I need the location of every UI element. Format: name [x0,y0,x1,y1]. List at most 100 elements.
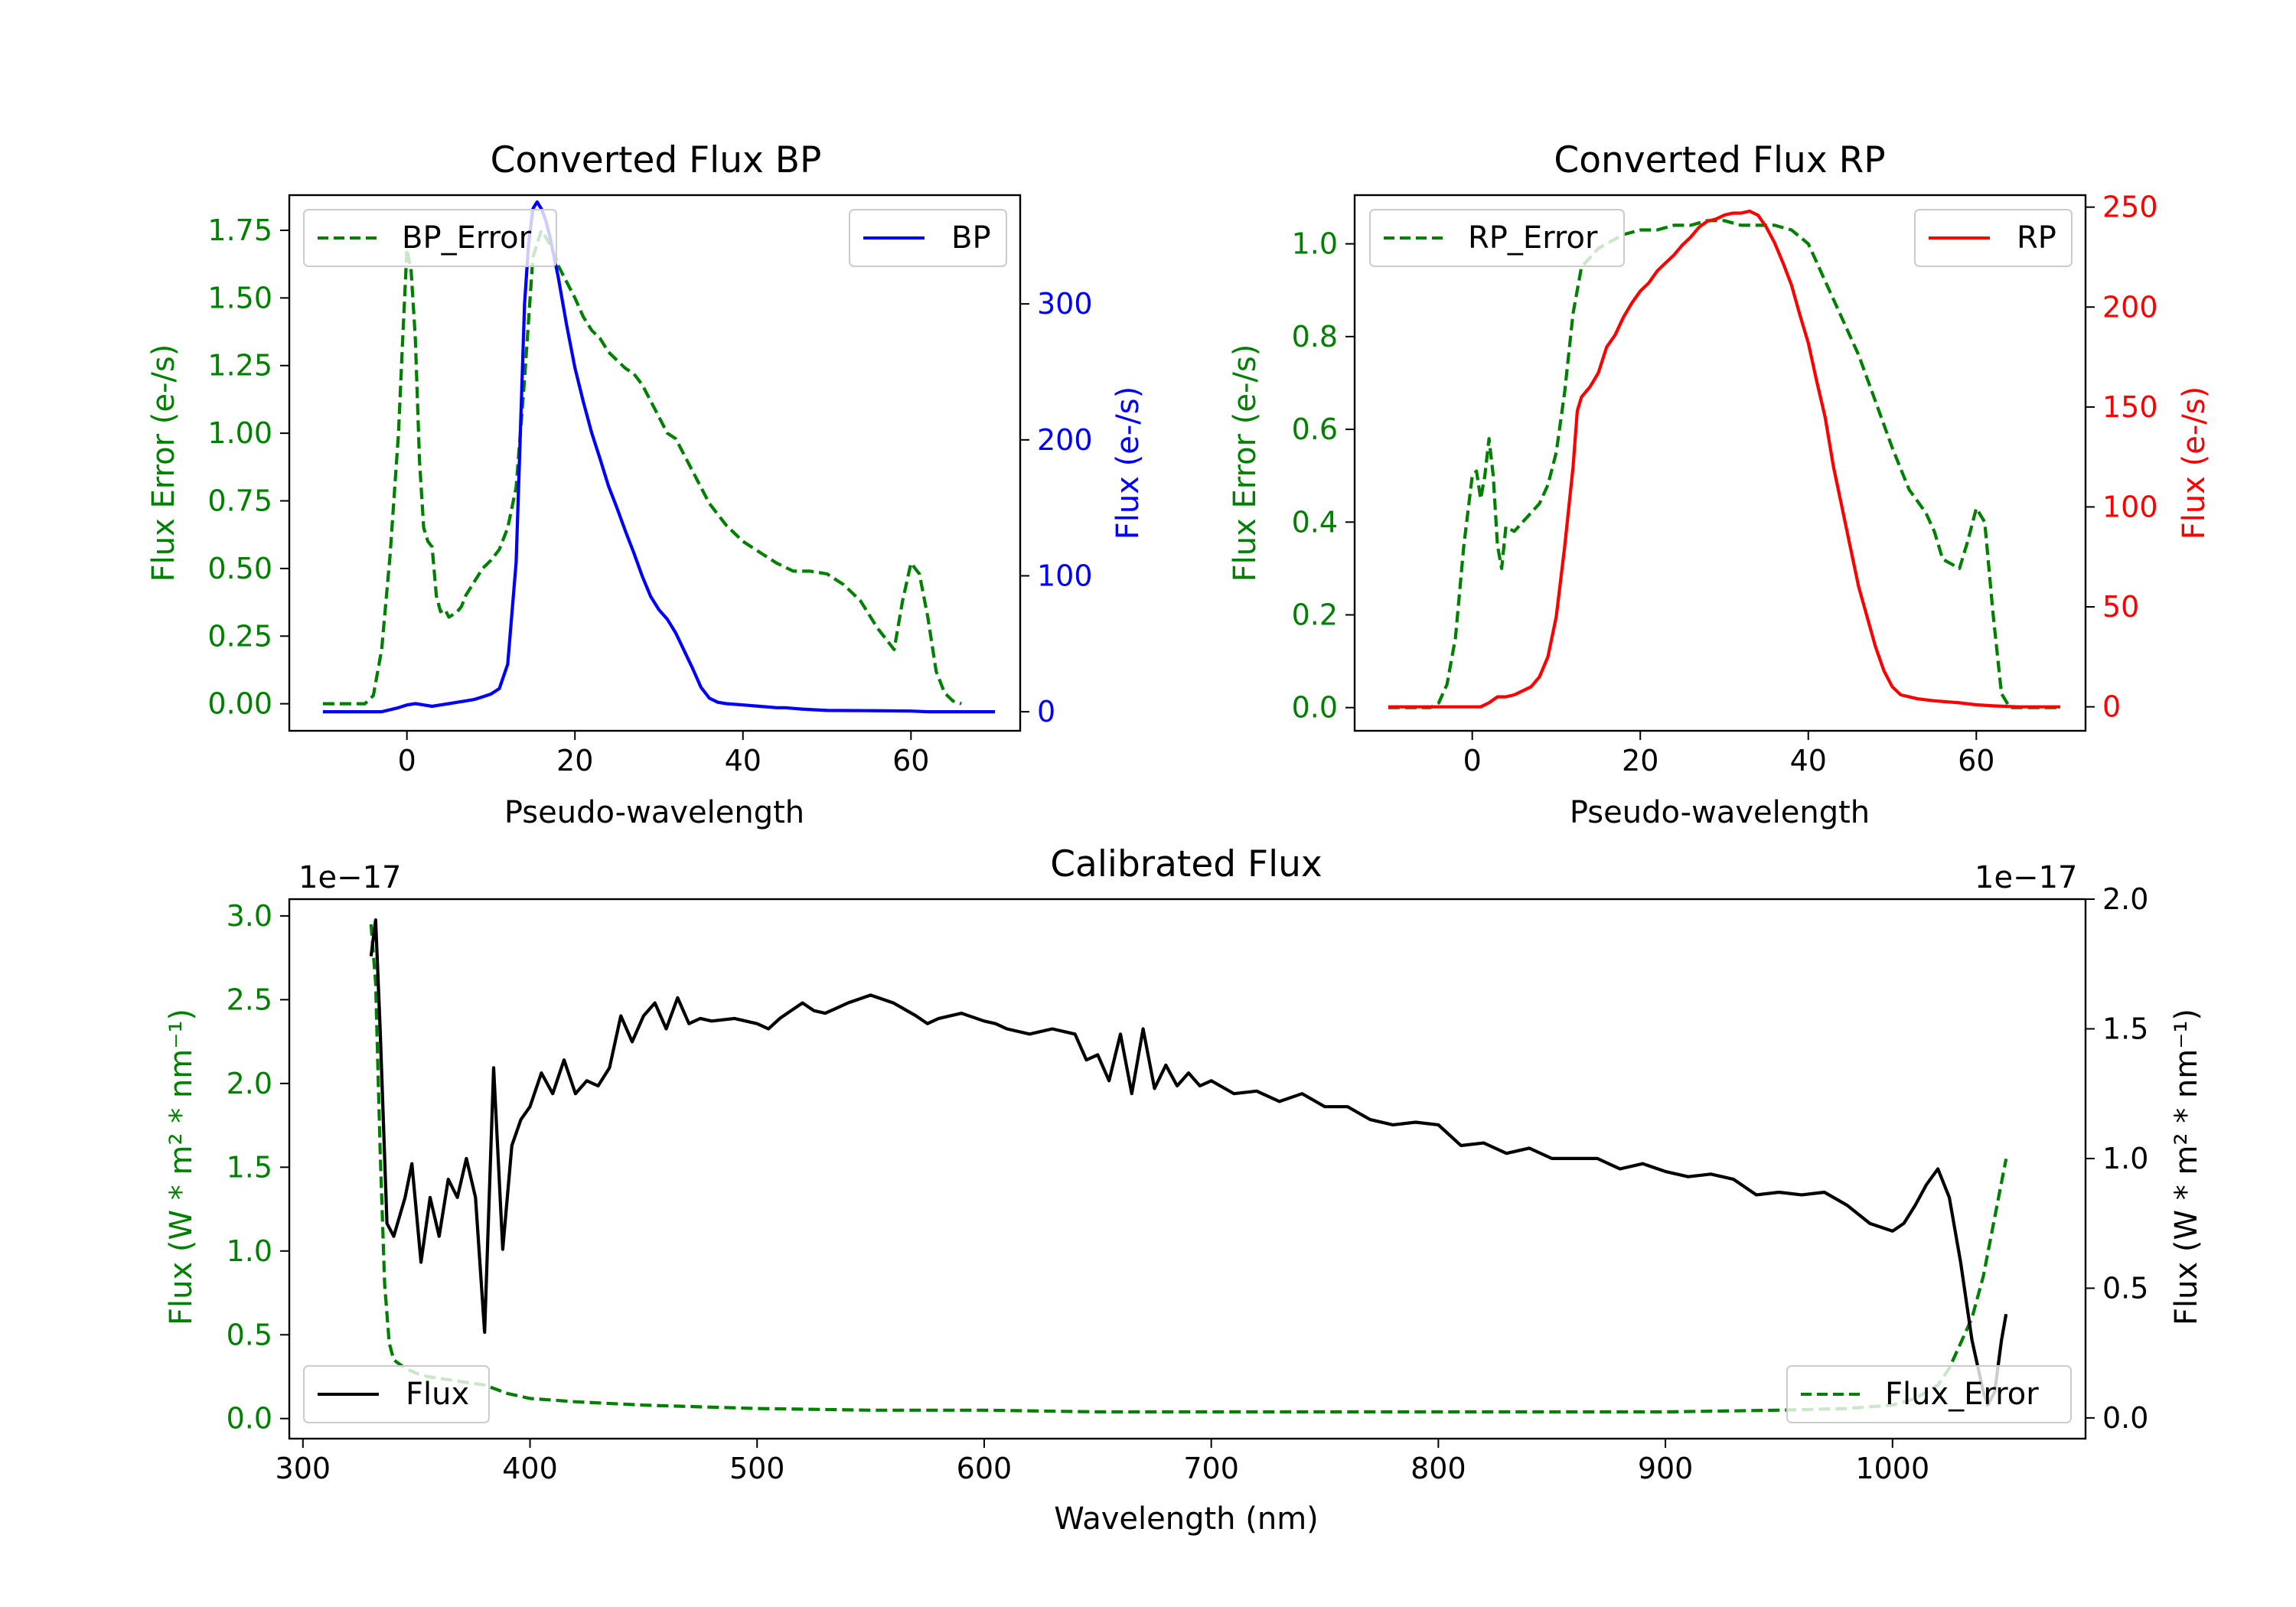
rp-ytick-right-label: 0 [2102,690,2121,724]
bp-title: Converted Flux BP [491,139,822,181]
rp-xtick-label: 40 [1790,744,1827,777]
calibrated-ytick-left-label: 1.5 [227,1150,272,1184]
calibrated-ytick-left-label: 0.0 [227,1402,272,1436]
calibrated-ytick-right-label: 2.0 [2102,882,2148,916]
calibrated-ytick-right-label: 1.0 [2102,1142,2148,1175]
bp-xtick-label: 0 [398,744,416,777]
cal-legend-flux-box [303,1365,490,1423]
cal-ylabel-left: Flux (W * m² * nm⁻¹) [164,1009,199,1325]
rp-ytick-right-label: 100 [2102,490,2158,523]
cal-legend-error-box [1786,1365,2072,1423]
bp-legend-flux: BP [849,209,1007,267]
rp-xtick-label: 60 [1958,744,1994,777]
bp-ytick-left-label: 0.75 [207,484,272,517]
calibrated-series-flux-error [369,924,2008,1414]
rp-xlabel: Pseudo-wavelength [1570,795,1870,830]
rp-series-rp [1388,209,2061,709]
bp-xtick-label: 20 [556,744,593,777]
rp-title: Converted Flux RP [1554,139,1885,181]
cal-ticks: 300 400 500 600 700 800 900 1000 0.0 0.5 1.0 1.5 2.0… [227,882,2149,1485]
bp-legend-flux-label: BP [951,220,991,256]
calibrated-ytick-right-label: 0.0 [2102,1401,2148,1435]
rp-ytick-right-label: 150 [2102,390,2158,424]
bp-ytick-left-label: 0.00 [207,687,272,721]
calibrated-ytick-left-label: 1.0 [227,1234,272,1268]
bp-ytick-right-label: 0 [1037,695,1055,729]
rp-xtick-label: 0 [1463,744,1482,777]
bp-ticks: 0 20 40 60 0.00 0.25 0.50 0.75 1.00 1.25 1.50 1.75 0… [207,214,1092,777]
cal-title: Calibrated Flux [1050,843,1322,885]
bp-plot-area [322,200,996,714]
calibrated-ytick-left-label: 3.0 [227,899,272,933]
bp-axes-frame [288,194,1022,732]
rp-legend-error: RP_Error [1369,209,1625,267]
bp-xlabel: Pseudo-wavelength [504,795,804,830]
calibrated-xtick-label: 800 [1411,1452,1466,1485]
bp-series-bp-error [322,228,962,706]
rp-xtick-label: 20 [1622,744,1658,777]
calibrated-xtick-label: 600 [957,1452,1013,1485]
rp-legend-error-box [1369,209,1625,267]
bp-ytick-left-label: 0.50 [207,552,272,585]
panel-calibrated-flux: Calibrated Flux 300 400 500 600 700 800 900 100… [164,843,2204,1537]
rp-plot-area [1388,209,2061,709]
rp-ytick-left-label: 0.2 [1292,598,1338,631]
calibrated-xtick-label: 300 [276,1452,331,1485]
bp-ytick-left-label: 1.75 [207,214,272,247]
calibrated-xtick-label: 500 [729,1452,785,1485]
cal-legend-flux: Flux [303,1365,490,1423]
cal-ylabel-right: Flux (W * m² * nm⁻¹) [2169,1009,2204,1325]
cal-offset-right: 1e−17 [1975,860,2077,895]
bp-ylabel-right: Flux (e-/s) [1110,386,1146,539]
rp-legend-error-label: RP_Error [1468,220,1598,256]
rp-legend-flux: RP [1914,209,2073,267]
cal-plot-area [369,918,2008,1414]
rp-ytick-right-label: 200 [2102,290,2158,324]
rp-series-rp-error [1388,219,2061,709]
panel-converted-flux-rp: Converted Flux RP 0 20 40 60 0.0 0.2 0.4 0.6 0.8… [1228,139,2212,830]
bp-xtick-label: 60 [892,744,929,777]
rp-ytick-right-label: 250 [2102,191,2158,224]
cal-xlabel: Wavelength (nm) [1054,1501,1319,1537]
calibrated-series-flux [369,918,2008,1407]
rp-ytick-right-label: 50 [2102,590,2139,624]
bp-ylabel-left: Flux Error (e-/s) [146,344,181,582]
bp-legend-error-label: BP_Error [402,220,532,256]
rp-ylabel-right: Flux (e-/s) [2177,386,2212,539]
bp-legend-error-box [303,209,557,267]
rp-ytick-left-label: 0.8 [1292,320,1338,354]
rp-legend-flux-label: RP [2017,220,2056,256]
rp-axes-frame [1353,194,2087,732]
calibrated-xtick-label: 1000 [1855,1452,1929,1485]
calibrated-ytick-left-label: 0.5 [227,1318,272,1351]
bp-ytick-left-label: 1.00 [207,416,272,450]
cal-legend-error-label: Flux_Error [1885,1377,2039,1412]
cal-legend-flux-label: Flux [406,1377,469,1412]
calibrated-ytick-left-label: 2.5 [227,983,272,1016]
cal-axes-frame [288,898,2087,1440]
calibrated-ytick-right-label: 1.5 [2102,1012,2148,1045]
rp-ytick-left-label: 0.6 [1292,412,1338,446]
bp-legend-flux-box [849,209,1007,267]
rp-ytick-left-label: 1.0 [1292,227,1338,261]
bp-ytick-right-label: 300 [1037,287,1093,321]
bp-legend-error: BP_Error [303,209,557,267]
bp-ytick-left-label: 1.50 [207,281,272,315]
cal-offset-left: 1e−17 [298,860,401,895]
bp-ytick-left-label: 0.25 [207,619,272,653]
calibrated-ytick-left-label: 2.0 [227,1067,272,1100]
calibrated-xtick-label: 900 [1638,1452,1694,1485]
rp-ytick-left-label: 0.4 [1292,505,1338,539]
calibrated-xtick-label: 700 [1183,1452,1239,1485]
cal-legend-error: Flux_Error [1786,1365,2072,1423]
calibrated-ytick-right-label: 0.5 [2102,1271,2148,1305]
rp-ylabel-left: Flux Error (e-/s) [1228,344,1263,582]
bp-ytick-left-label: 1.25 [207,349,272,383]
bp-xtick-label: 40 [725,744,762,777]
panel-converted-flux-bp: Converted Flux BP 0 20 40 60 0.00 0.25 0.50 0.7… [146,139,1146,830]
calibrated-xtick-label: 400 [502,1452,558,1485]
rp-legend-flux-box [1914,209,2073,267]
bp-series-bp [322,200,996,714]
rp-ticks: 0 20 40 60 0.0 0.2 0.4 0.6 0.8 1.0 0 50 100 150 200 250 [1292,191,2158,777]
